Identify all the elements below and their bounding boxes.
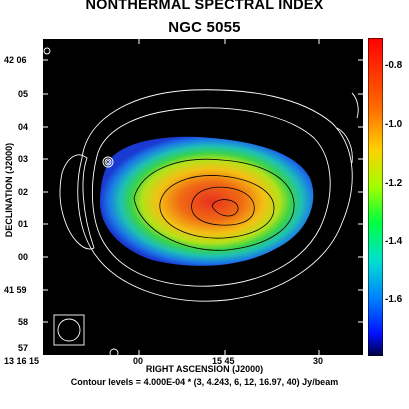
colorbar-tick: -1.2 (385, 178, 403, 189)
dec-tick: 01 (18, 219, 29, 229)
ra-tick: 15 45 (212, 356, 235, 366)
dec-tick: 03 (18, 154, 29, 164)
black-contours (133, 158, 295, 251)
dec-tick: 57 (18, 343, 29, 353)
galaxy-emission (100, 136, 314, 266)
ra-tick: 13 16 15 (4, 356, 40, 366)
ra-tick: 30 (313, 356, 324, 366)
dec-tick: 58 (18, 317, 29, 327)
dec-tick: 02 (18, 187, 29, 197)
contour-levels-note: Contour levels = 4.000E-04 * (3, 4.243, … (70, 377, 339, 387)
colorbar-tick: -0.8 (385, 60, 403, 71)
figure-title: NONTHERMAL SPECTRAL INDEX (85, 0, 324, 13)
x-axis-label: RIGHT ASCENSION (J2000) (145, 364, 264, 374)
colorbar-tick: -1.0 (385, 119, 403, 130)
white-contours (43, 47, 359, 356)
beam-indicator (53, 314, 85, 346)
dec-tick: 05 (18, 89, 29, 99)
dec-tick: 41 59 (4, 285, 27, 295)
colorbar (368, 38, 383, 356)
colorbar-tick: -1.4 (385, 236, 403, 247)
ra-tick: 00 (133, 356, 144, 366)
dec-tick: 00 (18, 252, 29, 262)
figure-subtitle: NGC 5055 (168, 19, 241, 36)
y-axis-label: DECLINATION (J2000) (4, 142, 14, 238)
dec-tick: 42 06 (4, 55, 27, 65)
spectral-index-map (42, 38, 364, 356)
colorbar-tick: -1.6 (385, 294, 403, 305)
dec-tick: 04 (18, 122, 29, 132)
